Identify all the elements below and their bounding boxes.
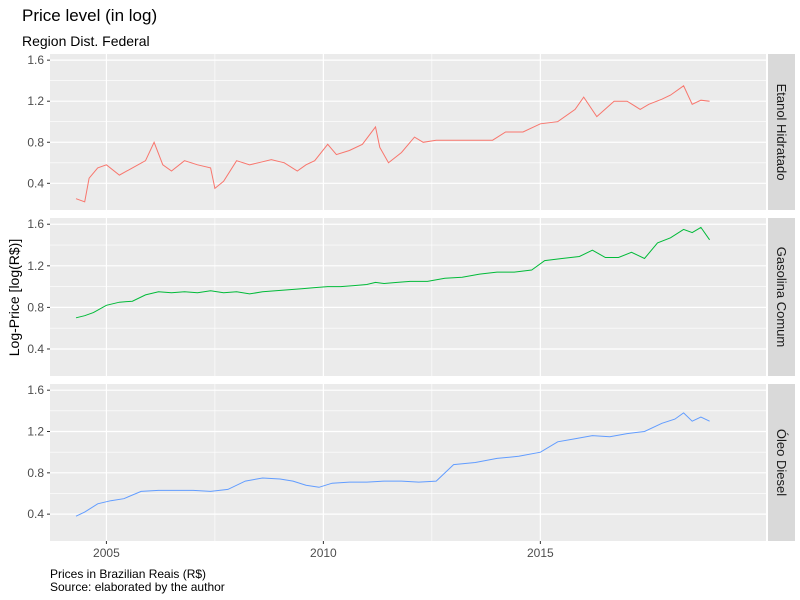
- series-line--leo-diesel: [75, 412, 710, 517]
- y-tick-label: 1.2: [27, 425, 44, 439]
- facet-label-etanol-hidratado: Etanol Hidratado: [774, 84, 789, 181]
- y-tick-label: 0.4: [27, 342, 44, 356]
- x-tick-label: 2005: [93, 546, 120, 560]
- facet-strip-gasolina-comum: [768, 218, 795, 376]
- y-tick-label: 1.6: [27, 53, 44, 67]
- y-tick-label: 1.2: [27, 259, 44, 273]
- y-tick-label: 0.4: [27, 507, 44, 521]
- chart-title: Price level (in log): [22, 6, 158, 25]
- y-tick-label: 1.6: [27, 217, 44, 231]
- facet-strip-etanol-hidratado: [768, 54, 795, 210]
- facet-label--leo-diesel: Óleo Diesel: [774, 429, 789, 496]
- series-line-gasolina-comum: [75, 226, 711, 319]
- panel-background-etanol-hidratado: [50, 54, 766, 210]
- y-tick-label: 0.8: [27, 466, 44, 480]
- facet-strip--leo-diesel: [768, 384, 795, 541]
- y-tick-label: 1.2: [27, 94, 44, 108]
- y-tick-label: 0.4: [27, 176, 44, 190]
- chart-subtitle: Region Dist. Federal: [22, 33, 150, 49]
- y-tick-label: 1.6: [27, 383, 44, 397]
- y-tick-label: 0.8: [27, 135, 44, 149]
- caption-line-1: Prices in Brazilian Reais (R$): [50, 567, 207, 581]
- facet-label-gasolina-comum: Gasolina Comum: [774, 247, 789, 347]
- caption-line-2: Source: elaborated by the author: [50, 580, 225, 594]
- series-line-etanol-hidratado: [75, 85, 710, 203]
- y-axis-label: Log-Price [log(R$)]: [6, 239, 22, 357]
- y-tick-label: 0.8: [27, 300, 44, 314]
- panel-background--leo-diesel: [50, 384, 766, 541]
- panel-background-gasolina-comum: [50, 218, 766, 376]
- x-tick-label: 2010: [310, 546, 337, 560]
- x-tick-label: 2015: [527, 546, 554, 560]
